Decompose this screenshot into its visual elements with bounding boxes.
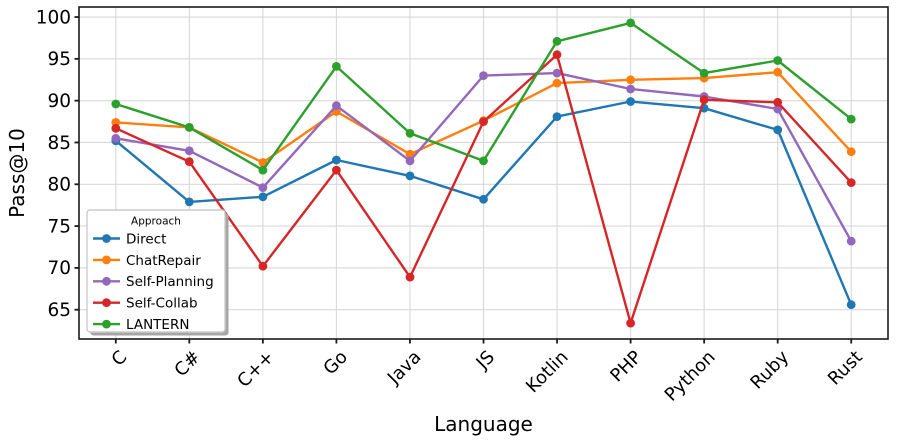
x-tick-label-go: Go — [319, 347, 352, 380]
legend-item-self-collab: Self-Collab — [93, 296, 198, 312]
legend-marker — [102, 276, 111, 286]
x-tick-label-kotlin: Kotlin — [522, 347, 572, 397]
data-point-direct-rust — [846, 300, 856, 310]
data-point-self-collab-ruby — [773, 97, 783, 107]
series-self-collab — [111, 50, 856, 328]
legend-box — [86, 209, 226, 333]
data-point-self-collab-python — [699, 95, 709, 105]
legend-label: LANTERN — [126, 317, 189, 333]
series-direct — [111, 97, 856, 310]
x-tick-label-c: C — [108, 347, 132, 371]
legend-title: Approach — [131, 216, 181, 228]
legend: Approach Direct ChatRepair Self-Planning Sel… — [86, 209, 229, 336]
legend-item-lantern: LANTERN — [93, 317, 189, 333]
x-tick-label-java: Java — [383, 347, 425, 389]
data-point-self-collab-go — [332, 165, 341, 175]
x-axis: C C# C++ Go Java JS Kotlin PHP Python Ruby Rust — [108, 339, 867, 406]
x-tick-label-python: Python — [661, 347, 720, 406]
y-tick-label: 80 — [47, 175, 71, 196]
series-lantern — [111, 18, 856, 175]
data-point-lantern-rust — [846, 114, 856, 124]
x-tick-label-js: JS — [472, 347, 499, 374]
y-tick-label: 95 — [47, 49, 71, 70]
data-point-lantern-ruby — [773, 56, 783, 65]
legend-label: Direct — [126, 231, 166, 247]
data-point-direct-c- — [184, 197, 194, 207]
y-tick-label: 70 — [47, 258, 71, 279]
data-point-chatrepair-php — [626, 75, 635, 85]
data-point-direct-kotlin — [552, 112, 562, 121]
legend-marker — [102, 319, 111, 329]
y-tick-label: 85 — [47, 133, 71, 154]
data-point-self-collab-c — [111, 123, 121, 133]
data-point-self-planning-java — [405, 156, 415, 166]
data-point-self-planning-c- — [184, 146, 194, 156]
data-point-direct-go — [332, 155, 341, 165]
data-point-lantern-go — [332, 62, 341, 71]
data-point-lantern-c — [111, 99, 121, 109]
data-point-direct-c- — [258, 192, 268, 202]
y-tick-label: 75 — [47, 216, 71, 237]
x-tick-label-ruby: Ruby — [746, 346, 793, 393]
y-tick-label: 90 — [47, 91, 71, 112]
data-point-self-collab-java — [405, 272, 415, 282]
legend-label: Self-Planning — [126, 274, 214, 290]
y-tick-label: 65 — [47, 300, 71, 321]
data-point-self-planning-js — [479, 71, 488, 80]
y-axis-label: Pass@10 — [5, 128, 29, 218]
data-point-self-collab-js — [479, 117, 488, 126]
data-point-chatrepair-ruby — [773, 67, 783, 77]
data-point-lantern-python — [699, 68, 709, 78]
data-point-direct-php — [626, 97, 635, 106]
data-point-self-planning-rust — [846, 236, 856, 246]
data-point-lantern-c- — [184, 123, 194, 132]
data-point-direct-java — [405, 171, 415, 181]
data-point-lantern-kotlin — [552, 36, 562, 46]
data-point-lantern-js — [479, 156, 488, 166]
y-axis: 65 70 75 80 85 90 95 100 — [36, 7, 79, 321]
legend-item-direct: Direct — [93, 231, 166, 247]
data-point-direct-ruby — [773, 125, 783, 135]
data-point-self-planning-go — [332, 101, 341, 111]
data-point-self-planning-kotlin — [552, 68, 562, 78]
data-point-lantern-java — [405, 128, 415, 138]
legend-marker — [102, 298, 111, 308]
legend-item-self-planning: Self-Planning — [93, 274, 214, 290]
y-tick-label: 100 — [36, 7, 71, 28]
data-point-self-collab-c- — [258, 261, 268, 271]
data-point-lantern-c- — [258, 165, 268, 175]
legend-label: ChatRepair — [126, 253, 201, 269]
data-point-self-collab-c- — [184, 157, 194, 167]
data-point-self-planning-php — [626, 84, 635, 94]
data-point-self-collab-rust — [846, 178, 856, 188]
legend-item-chatrepair: ChatRepair — [93, 253, 201, 269]
data-point-lantern-php — [626, 18, 635, 28]
legend-label: Self-Collab — [126, 296, 198, 312]
data-point-self-planning-ruby — [773, 104, 783, 114]
x-tick-label-rust: Rust — [824, 347, 867, 390]
data-point-direct-js — [479, 194, 488, 204]
legend-marker — [102, 255, 111, 265]
data-point-chatrepair-java — [405, 149, 415, 159]
data-point-self-planning-c — [111, 133, 121, 143]
data-point-self-collab-php — [626, 318, 635, 328]
data-point-chatrepair-c- — [258, 158, 268, 167]
data-point-chatrepair-kotlin — [552, 78, 562, 88]
x-tick-label-c-: C++ — [233, 347, 278, 392]
data-point-self-planning-c- — [258, 183, 268, 193]
data-point-self-collab-kotlin — [552, 50, 562, 60]
x-tick-label-php: PHP — [606, 347, 646, 387]
legend-marker — [102, 234, 111, 243]
x-axis-label: Language — [434, 412, 533, 436]
x-tick-label-c-: C# — [170, 347, 204, 381]
data-point-chatrepair-rust — [846, 147, 856, 157]
